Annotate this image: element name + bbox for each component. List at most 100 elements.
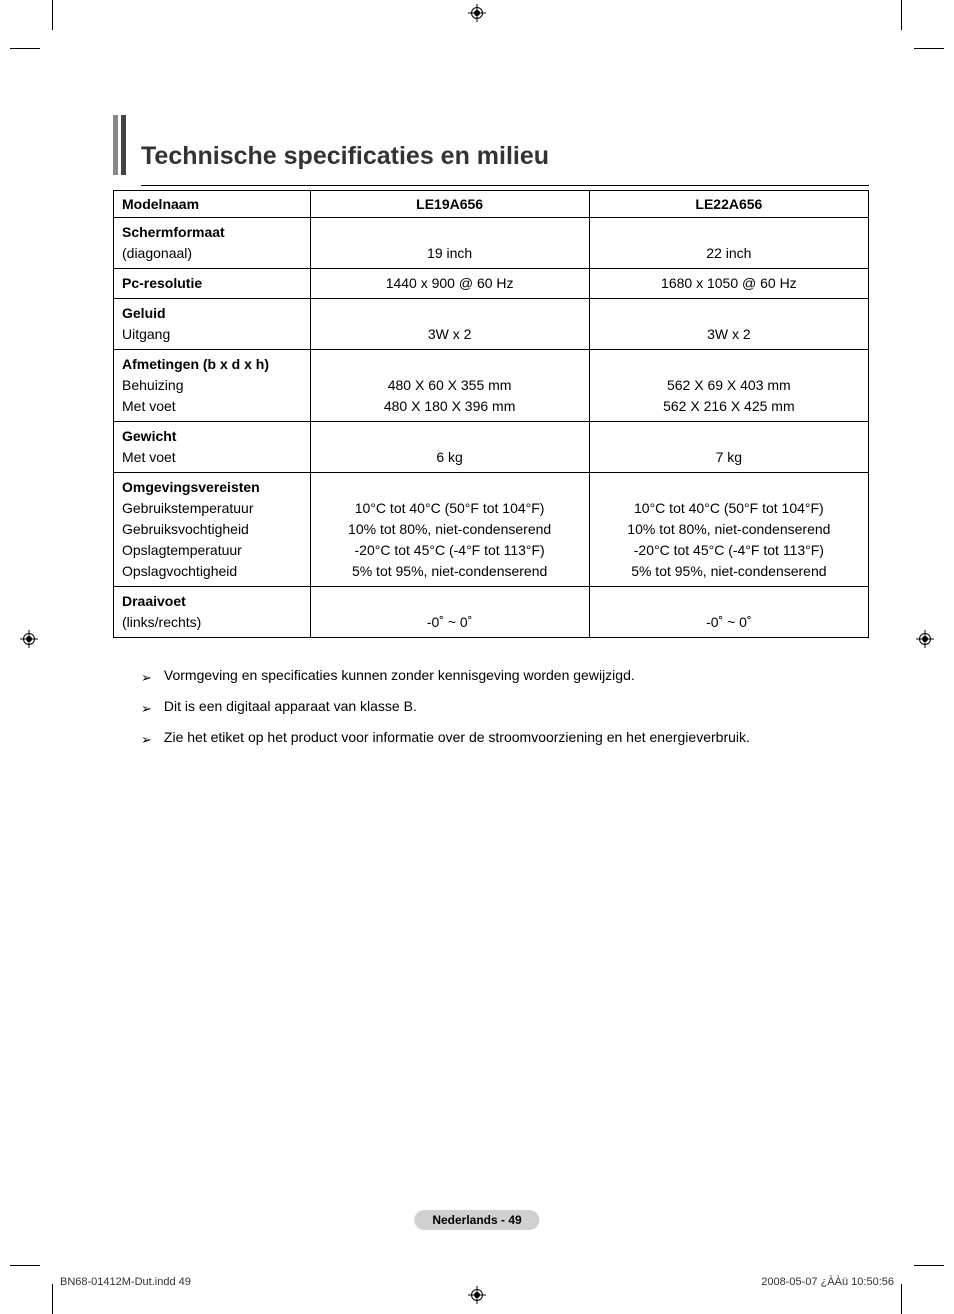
registration-mark-icon bbox=[468, 1286, 486, 1304]
spec-label-cell: OmgevingsvereistenGebruikstemperatuurGeb… bbox=[114, 473, 311, 587]
arrow-bullet-icon: ➢ bbox=[141, 700, 152, 718]
crop-mark bbox=[52, 0, 53, 30]
crop-mark bbox=[52, 1284, 53, 1314]
spec-label-title: Draaivoet bbox=[122, 591, 302, 612]
spec-value bbox=[598, 303, 860, 324]
spec-label-cell: GewichtMet voet bbox=[114, 422, 311, 473]
note-text: Dit is een digitaal apparaat van klasse … bbox=[164, 697, 417, 717]
footer-metadata: BN68-01412M-Dut.indd 49 2008-05-07 ¿ÀÀü … bbox=[60, 1276, 894, 1288]
title-underline bbox=[141, 185, 869, 186]
note-text: Vormgeving en specificaties kunnen zonde… bbox=[164, 666, 635, 686]
spec-value: -0˚ ~ 0˚ bbox=[319, 612, 581, 633]
spec-value-cell: 6 kg bbox=[310, 422, 589, 473]
spec-value-cell: 7 kg bbox=[589, 422, 868, 473]
spec-label-title: Schermformaat bbox=[122, 222, 302, 243]
spec-label-title: Omgevingsvereisten bbox=[122, 477, 302, 498]
spec-value-cell: 3W x 2 bbox=[310, 299, 589, 350]
spec-value: 10°C tot 40°C (50°F tot 104°F) bbox=[598, 498, 860, 519]
spec-value bbox=[598, 222, 860, 243]
table-row: OmgevingsvereistenGebruikstemperatuurGeb… bbox=[114, 473, 869, 587]
note-item: ➢Vormgeving en specificaties kunnen zond… bbox=[141, 666, 869, 687]
spec-value: 480 X 60 X 355 mm bbox=[319, 375, 581, 396]
table-row: Pc-resolutie 1440 x 900 @ 60 Hz 1680 x 105… bbox=[114, 269, 869, 299]
spec-value-cell: 10°C tot 40°C (50°F tot 104°F)10% tot 80… bbox=[310, 473, 589, 587]
notes-section: ➢ Vormgeving en specificaties kunnen zond… bbox=[141, 666, 869, 750]
spec-value-cell: 480 X 60 X 355 mm480 X 180 X 396 mm bbox=[310, 350, 589, 422]
spec-value: 5% tot 95%, niet-condenserend bbox=[598, 561, 860, 582]
crop-mark bbox=[10, 48, 40, 49]
table-row: GeluidUitgang 3W x 2 3W x 2 bbox=[114, 299, 869, 350]
arrow-bullet-icon: ➢ bbox=[141, 731, 152, 749]
spec-value bbox=[319, 591, 581, 612]
spec-value: 10% tot 80%, niet-condenserend bbox=[319, 519, 581, 540]
spec-value bbox=[598, 477, 860, 498]
spec-value bbox=[319, 303, 581, 324]
spec-value: 5% tot 95%, niet-condenserend bbox=[319, 561, 581, 582]
spec-value: 10% tot 80%, niet-condenserend bbox=[598, 519, 860, 540]
header-model2: LE22A656 bbox=[589, 191, 868, 218]
spec-value: 22 inch bbox=[598, 243, 860, 264]
crop-mark bbox=[914, 48, 944, 49]
spec-value bbox=[319, 222, 581, 243]
page-content: Technische specificaties en milieu Model… bbox=[113, 115, 869, 1244]
spec-label-sub: (links/rechts) bbox=[122, 612, 302, 633]
note-text: Zie het etiket op het product voor infor… bbox=[164, 728, 750, 748]
spec-label-title: Afmetingen (b x d x h) bbox=[122, 354, 302, 375]
spec-value: 3W x 2 bbox=[598, 324, 860, 345]
crop-mark bbox=[901, 0, 902, 30]
spec-value: 562 X 69 X 403 mm bbox=[598, 375, 860, 396]
header-modelname: Modelnaam bbox=[114, 191, 311, 218]
spec-label-sub: Behuizing bbox=[122, 375, 302, 396]
spec-label-sub: Met voet bbox=[122, 447, 302, 468]
spec-value: 10°C tot 40°C (50°F tot 104°F) bbox=[319, 498, 581, 519]
note-item: ➢ Zie het etiket op het product voor info… bbox=[141, 728, 869, 749]
section-title: Technische specificaties en milieu bbox=[141, 142, 549, 175]
spec-value: 562 X 216 X 425 mm bbox=[598, 396, 860, 417]
page-number-badge: Nederlands - 49 bbox=[414, 1210, 539, 1230]
table-row: Draaivoet(links/rechts) -0˚ ~ 0˚ -0˚ ~ 0… bbox=[114, 587, 869, 638]
spec-value: 6 kg bbox=[319, 447, 581, 468]
registration-mark-icon bbox=[20, 630, 38, 648]
spec-label-title: Geluid bbox=[122, 303, 302, 324]
spec-value: -20°C tot 45°C (-4°F tot 113°F) bbox=[598, 540, 860, 561]
spec-value: 480 X 180 X 396 mm bbox=[319, 396, 581, 417]
spec-value-cell: 10°C tot 40°C (50°F tot 104°F)10% tot 80… bbox=[589, 473, 868, 587]
spec-value-cell: 1680 x 1050 @ 60 Hz bbox=[589, 269, 868, 299]
spec-label-sub: Opslagtemperatuur bbox=[122, 540, 302, 561]
spec-value: 1440 x 900 @ 60 Hz bbox=[319, 273, 581, 294]
spec-label-cell: GeluidUitgang bbox=[114, 299, 311, 350]
table-row: Schermformaat(diagonaal) 19 inch 22 inch bbox=[114, 218, 869, 269]
spec-label-sub: Met voet bbox=[122, 396, 302, 417]
spec-value: 3W x 2 bbox=[319, 324, 581, 345]
spec-label-cell: Schermformaat(diagonaal) bbox=[114, 218, 311, 269]
spec-value-cell: 1440 x 900 @ 60 Hz bbox=[310, 269, 589, 299]
spec-value bbox=[598, 426, 860, 447]
spec-label-title: Gewicht bbox=[122, 426, 302, 447]
registration-mark-icon bbox=[916, 630, 934, 648]
table-header-row: Modelnaam LE19A656 LE22A656 bbox=[114, 191, 869, 218]
spec-value bbox=[319, 426, 581, 447]
spec-value bbox=[598, 591, 860, 612]
spec-label-sub: Gebruikstemperatuur bbox=[122, 498, 302, 519]
spec-label-sub: (diagonaal) bbox=[122, 243, 302, 264]
spec-value-cell: 3W x 2 bbox=[589, 299, 868, 350]
spec-label-sub: Opslagvochtigheid bbox=[122, 561, 302, 582]
specifications-table: Modelnaam LE19A656 LE22A656 Schermformaa… bbox=[113, 190, 869, 638]
spec-label-cell: Draaivoet(links/rechts) bbox=[114, 587, 311, 638]
spec-value-cell: -0˚ ~ 0˚ bbox=[589, 587, 868, 638]
spec-label-cell: Afmetingen (b x d x h)BehuizingMet voet bbox=[114, 350, 311, 422]
crop-mark bbox=[914, 1265, 944, 1266]
spec-value: -20°C tot 45°C (-4°F tot 113°F) bbox=[319, 540, 581, 561]
footer-timestamp: 2008-05-07 ¿ÀÀü 10:50:56 bbox=[761, 1276, 894, 1288]
spec-value: 1680 x 1050 @ 60 Hz bbox=[598, 273, 860, 294]
spec-value-cell: 19 inch bbox=[310, 218, 589, 269]
spec-label-cell: Pc-resolutie bbox=[114, 269, 311, 299]
crop-mark bbox=[10, 1265, 40, 1266]
title-decoration-icon bbox=[113, 115, 131, 175]
spec-value bbox=[319, 477, 581, 498]
spec-value bbox=[598, 354, 860, 375]
table-row: GewichtMet voet 6 kg 7 kg bbox=[114, 422, 869, 473]
header-model1: LE19A656 bbox=[310, 191, 589, 218]
spec-value-cell: -0˚ ~ 0˚ bbox=[310, 587, 589, 638]
section-title-row: Technische specificaties en milieu bbox=[113, 115, 869, 175]
